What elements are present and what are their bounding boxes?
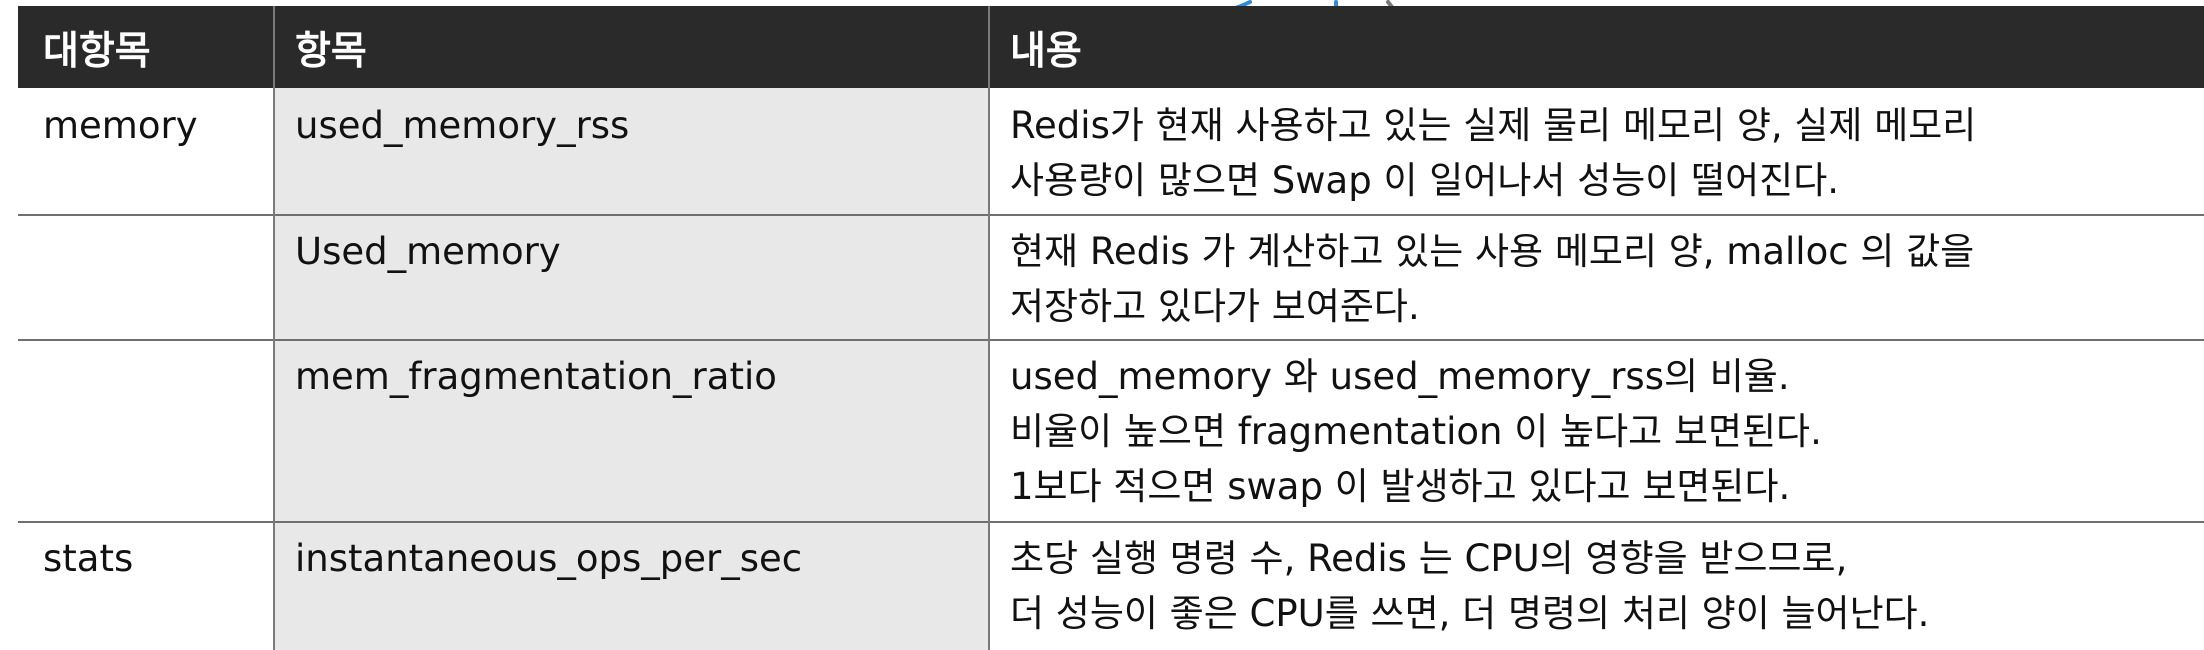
header-item: 항목 [295,29,367,74]
row-item: used_memory_rss [295,104,630,147]
row-content-line: 더 성능이 좋은 CPU를 쓰면, 더 명령의 처리 양이 늘어난다. [1010,592,1930,635]
row-category: stats [43,537,134,580]
row-category: memory [43,104,198,147]
row-content-line: used_memory 와 used_memory_rss의 비율. [1010,355,1790,398]
column-divider [988,6,990,650]
item-column-bg [275,88,988,650]
row-item: instantaneous_ops_per_sec [295,537,803,580]
row-content-line: 비율이 높으면 fragmentation 이 높다고 보면된다. [1010,410,1822,453]
row-content-line: 1보다 적으면 swap 이 발생하고 있다고 보면된다. [1010,465,1791,508]
row-item: Used_memory [295,230,561,273]
row-content-line: 초당 실행 명령 수, Redis 는 CPU의 영향을 받으므로, [1010,537,1848,580]
row-content-line: 사용량이 많으면 Swap 이 일어나서 성능이 떨어진다. [1010,159,1839,202]
content-column-bg [990,88,2204,650]
table-header: 대항목 항목 내용 [18,6,2204,88]
header-category: 대항목 [43,29,151,74]
row-content-line: 저장하고 있다가 보여준다. [1010,285,1420,328]
header-content: 내용 [1010,29,1082,74]
row-separator [18,214,2204,216]
row-separator [18,521,2204,523]
row-separator [18,339,2204,341]
row-item: mem_fragmentation_ratio [295,355,777,398]
column-divider [273,6,275,650]
metrics-table: 대항목 항목 내용 memory used_memory_rss Redis가 … [18,6,2204,650]
row-content-line: 현재 Redis 가 계산하고 있는 사용 메모리 양, malloc 의 값을 [1010,230,1975,273]
row-content-line: Redis가 현재 사용하고 있는 실제 물리 메모리 양, 실제 메모리 [1010,104,1977,147]
